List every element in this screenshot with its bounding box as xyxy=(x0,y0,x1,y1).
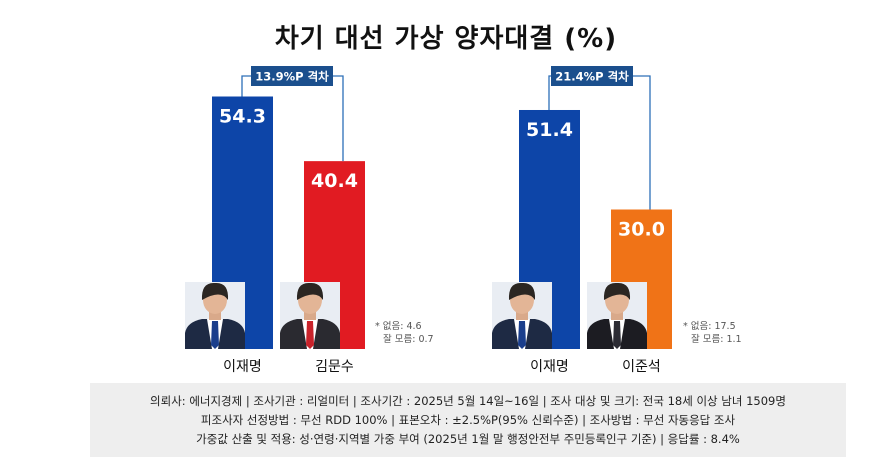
gap-label: 13.9%P 격차 xyxy=(255,70,329,84)
survey-info-box: 의뢰사: 에너지경제 | 조사기관 : 리얼미터 | 조사기간 : 2025년 … xyxy=(90,383,846,457)
gap-label: 21.4%P 격차 xyxy=(555,70,629,84)
response-note: 잘 모름: 1.1 xyxy=(691,333,742,345)
kim-moonsoo-photo xyxy=(280,282,340,349)
survey-info-line-3: 가중값 산출 및 적용: 성·연령·지역별 가중 부여 (2025년 1월 말 … xyxy=(196,432,740,446)
candidate-name-label: 이재명 xyxy=(530,359,569,375)
bar-chart: 54.3 이재명 40.4 김문수 13.9%P 격차 * 없음: 4.6잘 모름: 0.… xyxy=(185,66,742,375)
bar-value-label: 40.4 xyxy=(311,170,358,192)
bar-value-label: 30.0 xyxy=(618,219,665,241)
candidate-name-label: 김문수 xyxy=(315,359,354,375)
bar-value-label: 51.4 xyxy=(526,119,573,141)
lee-junseok-photo xyxy=(587,282,647,349)
survey-info-line-1: 의뢰사: 에너지경제 | 조사기관 : 리얼미터 | 조사기간 : 2025년 … xyxy=(150,394,786,408)
lee-jaemyung-photo xyxy=(185,282,245,349)
gap-label-box xyxy=(251,66,333,86)
survey-info-line-2: 피조사자 선정방법 : 무선 RDD 100% | 표본오차 : ±2.5%P(… xyxy=(200,413,736,427)
response-note: 잘 모름: 0.7 xyxy=(383,333,434,345)
candidate-name-label: 이준석 xyxy=(622,359,661,375)
lee-jaemyung-photo xyxy=(492,282,552,349)
gap-label-box xyxy=(551,66,633,86)
bar-value-label: 54.3 xyxy=(219,106,266,128)
response-note: * 없음: 17.5 xyxy=(683,320,736,332)
candidate-name-label: 이재명 xyxy=(223,359,262,375)
response-note: * 없음: 4.6 xyxy=(375,320,422,332)
chart-title: 차기 대선 가상 양자대결 (%) xyxy=(274,24,618,54)
